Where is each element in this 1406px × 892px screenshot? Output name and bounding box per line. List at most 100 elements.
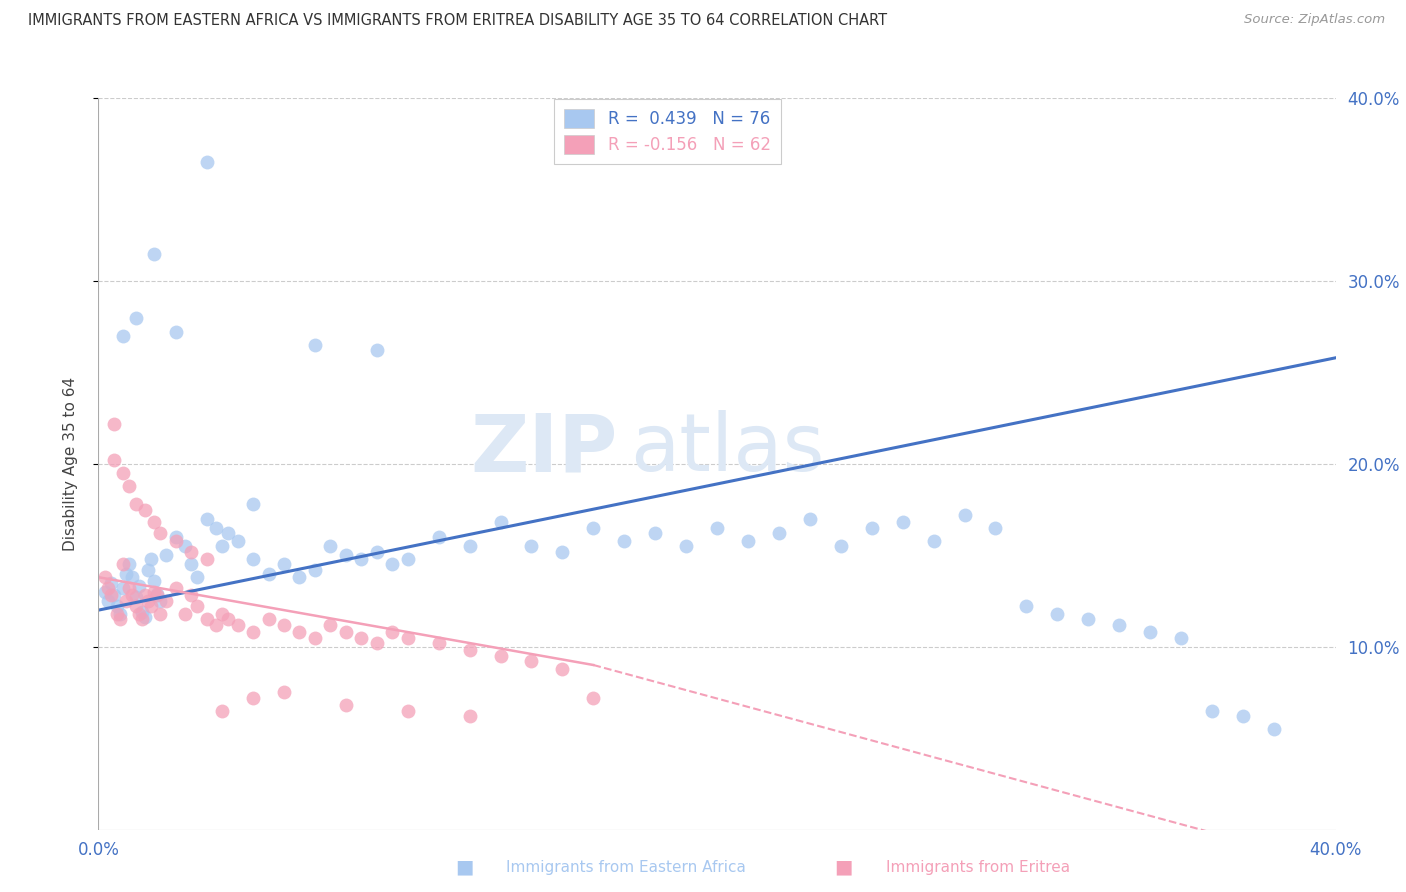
- Point: [304, 631, 326, 645]
- Point: [304, 338, 326, 352]
- Point: [582, 690, 605, 705]
- Point: [118, 581, 141, 595]
- Point: [124, 599, 146, 614]
- Point: [124, 591, 146, 605]
- Point: [350, 552, 373, 566]
- Point: [1201, 704, 1223, 718]
- Point: [489, 648, 512, 663]
- Text: Source: ZipAtlas.com: Source: ZipAtlas.com: [1244, 13, 1385, 27]
- Point: [1263, 722, 1285, 736]
- Point: [180, 589, 202, 603]
- Point: [100, 575, 122, 590]
- Point: [112, 329, 135, 343]
- Point: [155, 594, 177, 608]
- Point: [396, 552, 419, 566]
- Point: [273, 685, 295, 699]
- Point: [97, 581, 120, 595]
- Point: [134, 610, 156, 624]
- Point: [124, 310, 146, 325]
- Point: [319, 617, 342, 632]
- Point: [112, 466, 135, 480]
- Point: [136, 594, 159, 608]
- Point: [335, 698, 357, 713]
- Point: [165, 530, 187, 544]
- Point: [143, 585, 166, 599]
- Point: [121, 589, 143, 603]
- Point: [335, 548, 357, 563]
- Point: [97, 594, 120, 608]
- Point: [891, 516, 914, 530]
- Point: [149, 594, 172, 608]
- Text: ■: ■: [834, 857, 853, 877]
- Point: [953, 508, 976, 522]
- Point: [257, 612, 280, 626]
- Point: [128, 579, 150, 593]
- Point: [458, 709, 481, 723]
- Point: [226, 617, 249, 632]
- Point: [131, 605, 153, 619]
- Point: [105, 607, 128, 621]
- Point: [180, 558, 202, 572]
- Point: [613, 533, 636, 548]
- Point: [195, 155, 218, 169]
- Point: [165, 581, 187, 595]
- Point: [242, 690, 264, 705]
- Text: atlas: atlas: [630, 410, 825, 488]
- Point: [335, 625, 357, 640]
- Point: [146, 589, 169, 603]
- Point: [520, 539, 543, 553]
- Point: [103, 589, 125, 603]
- Text: Immigrants from Eastern Africa: Immigrants from Eastern Africa: [506, 860, 747, 874]
- Point: [396, 631, 419, 645]
- Point: [93, 585, 115, 599]
- Point: [1170, 631, 1192, 645]
- Point: [520, 654, 543, 668]
- Point: [1077, 612, 1099, 626]
- Point: [217, 526, 239, 541]
- Point: [1108, 617, 1130, 632]
- Point: [768, 526, 790, 541]
- Point: [103, 453, 125, 467]
- Point: [273, 617, 295, 632]
- Point: [366, 343, 388, 358]
- Point: [211, 607, 233, 621]
- Point: [860, 521, 883, 535]
- Point: [242, 497, 264, 511]
- Point: [551, 544, 574, 558]
- Point: [128, 607, 150, 621]
- Point: [195, 512, 218, 526]
- Point: [427, 636, 450, 650]
- Point: [186, 570, 208, 584]
- Point: [121, 570, 143, 584]
- Point: [427, 530, 450, 544]
- Point: [304, 563, 326, 577]
- Point: [211, 539, 233, 553]
- Point: [143, 516, 166, 530]
- Point: [124, 497, 146, 511]
- Point: [149, 607, 172, 621]
- Point: [195, 612, 218, 626]
- Text: IMMIGRANTS FROM EASTERN AFRICA VS IMMIGRANTS FROM ERITREA DISABILITY AGE 35 TO 6: IMMIGRANTS FROM EASTERN AFRICA VS IMMIGR…: [28, 13, 887, 29]
- Point: [143, 574, 166, 588]
- Point: [205, 617, 228, 632]
- Point: [174, 607, 197, 621]
- Point: [273, 558, 295, 572]
- Point: [211, 704, 233, 718]
- Point: [118, 558, 141, 572]
- Point: [984, 521, 1007, 535]
- Point: [136, 563, 159, 577]
- Point: [93, 570, 115, 584]
- Point: [242, 625, 264, 640]
- Point: [205, 521, 228, 535]
- Point: [489, 516, 512, 530]
- Point: [706, 521, 728, 535]
- Point: [134, 589, 156, 603]
- Point: [350, 631, 373, 645]
- Point: [242, 552, 264, 566]
- Point: [319, 539, 342, 553]
- Point: [143, 246, 166, 260]
- Text: ■: ■: [454, 857, 474, 877]
- Point: [922, 533, 945, 548]
- Point: [675, 539, 697, 553]
- Point: [165, 325, 187, 339]
